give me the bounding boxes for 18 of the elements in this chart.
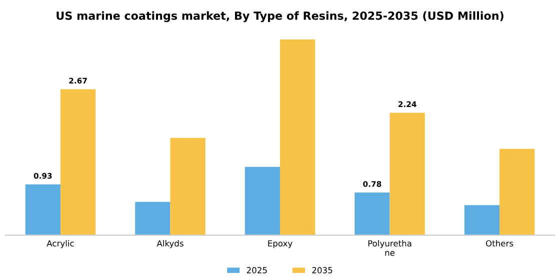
x-tick-label: Epoxy	[268, 240, 292, 248]
bar	[500, 148, 535, 236]
bar	[354, 192, 390, 236]
chart-title: US marine coatings market, By Type of Resins, 2025-2035 (USD Million)	[56, 11, 504, 22]
legend-label: 2025	[246, 267, 267, 274]
bar	[390, 112, 425, 236]
bar	[60, 89, 96, 236]
x-tick-label: Acrylic	[46, 240, 74, 248]
x-tick-label: Others	[486, 240, 514, 247]
x-tick-label: Alkyds	[156, 240, 184, 248]
bar	[464, 205, 500, 236]
bar	[244, 166, 280, 236]
bar	[170, 138, 206, 236]
x-tick-label: Polyurethane	[368, 240, 412, 256]
bar	[135, 202, 170, 236]
bar	[25, 184, 60, 236]
bar	[280, 39, 316, 236]
legend-label: 2035	[312, 267, 332, 274]
